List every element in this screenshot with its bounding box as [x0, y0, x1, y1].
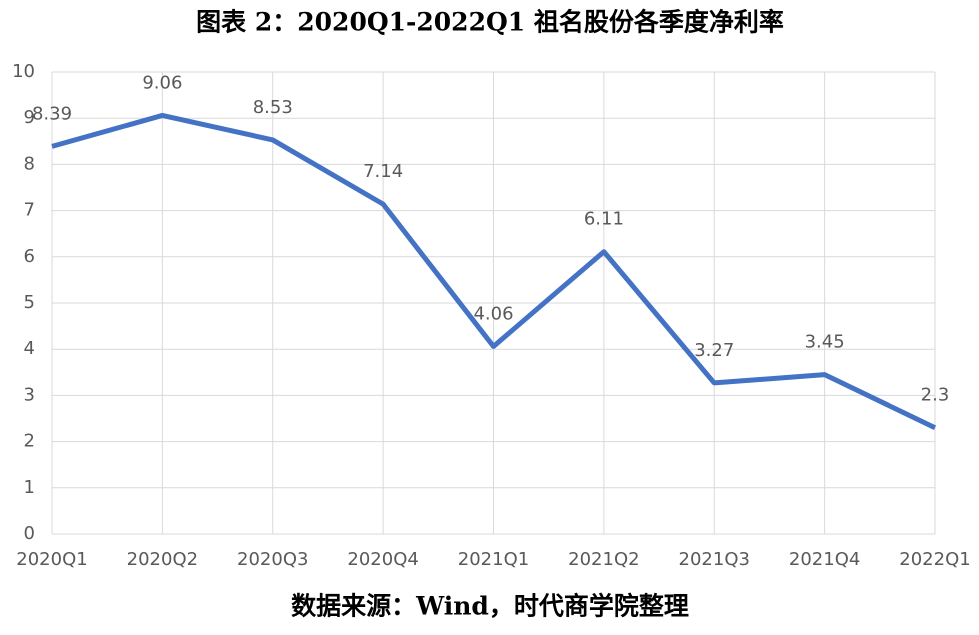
y-tick-label: 5 [24, 292, 35, 313]
y-tick-label: 0 [24, 523, 35, 544]
data-label: 6.11 [584, 209, 624, 230]
x-tick-label: 2020Q3 [237, 549, 308, 570]
y-tick-label: 3 [24, 384, 35, 405]
data-label: 8.53 [253, 97, 293, 118]
series-line [51, 112, 937, 430]
x-tick-label: 2020Q4 [347, 549, 418, 570]
y-tick-label: 6 [24, 246, 35, 267]
y-tick-label: 2 [24, 431, 35, 452]
y-tick-label: 10 [12, 61, 35, 82]
y-tick-label: 9 [24, 107, 35, 128]
x-tick-label: 2021Q1 [458, 549, 529, 570]
data-label: 3.27 [694, 340, 734, 361]
source-note: 数据来源：Wind，时代商学院整理 [291, 592, 689, 621]
data-label: 9.06 [142, 72, 182, 93]
x-tick-label: 2020Q2 [127, 549, 198, 570]
y-tick-label: 7 [24, 200, 35, 221]
x-tick-label: 2022Q1 [899, 549, 970, 570]
x-tick-label: 2021Q2 [568, 549, 639, 570]
data-label: 8.39 [32, 103, 72, 124]
chart-title: 图表 2：2020Q1-2022Q1 祖名股份各季度净利率 [196, 8, 784, 37]
data-label: 7.14 [363, 161, 403, 182]
x-tick-label: 2021Q3 [679, 549, 750, 570]
x-tick-label: 2021Q4 [789, 549, 860, 570]
y-tick-label: 1 [24, 477, 35, 498]
data-label: 2.3 [921, 385, 950, 406]
data-label: 4.06 [473, 303, 513, 324]
x-tick-label: 2020Q1 [16, 549, 87, 570]
y-tick-label: 4 [24, 338, 35, 359]
y-tick-label: 8 [24, 153, 35, 174]
data-label: 3.45 [805, 332, 845, 353]
